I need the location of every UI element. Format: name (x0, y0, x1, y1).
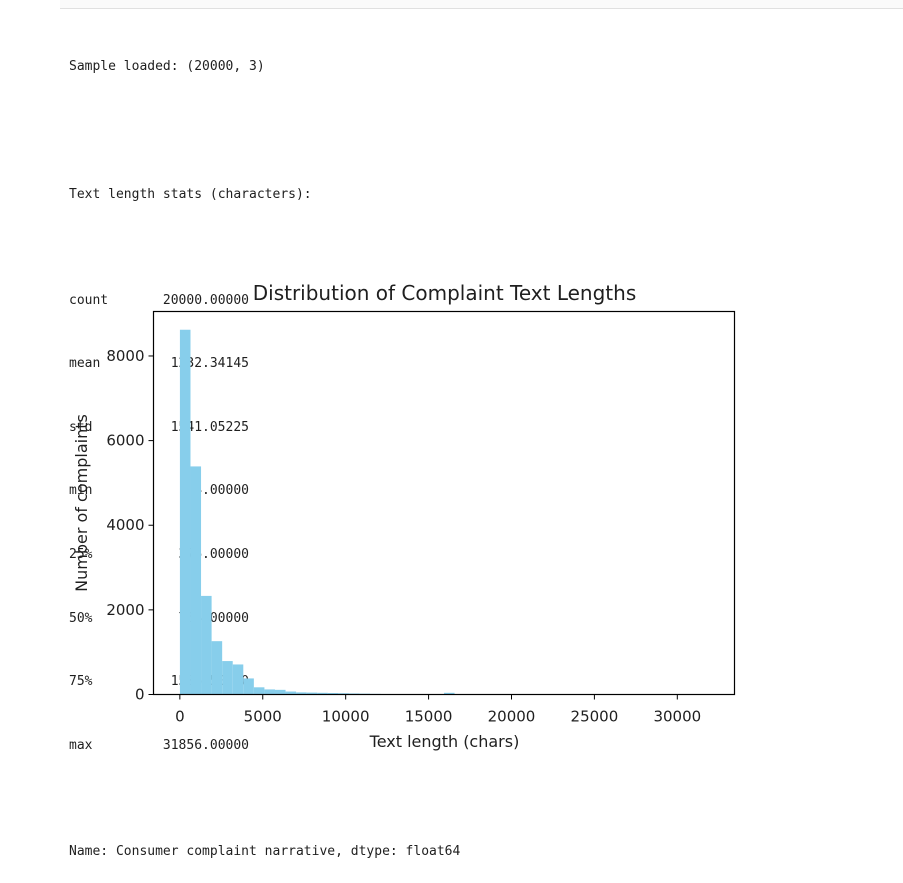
histogram-bar (264, 689, 275, 694)
histogram-bar (233, 664, 244, 694)
histogram-bar (212, 641, 223, 694)
x-tick-label: 5000 (244, 708, 282, 726)
histogram-bar (190, 466, 201, 694)
histogram-bars (180, 330, 708, 695)
histogram-bar (222, 661, 233, 694)
x-tick-label: 15000 (405, 708, 453, 726)
histogram-svg: Distribution of Complaint Text Lengths 0… (0, 270, 903, 773)
y-tick-label: 2000 (106, 601, 144, 619)
y-axis-label: Number of complaints (72, 414, 91, 592)
cell-top-border (60, 0, 903, 9)
blank-line (69, 120, 460, 141)
y-tick-label: 0 (135, 686, 145, 704)
stats-header: Text length stats (characters): (69, 184, 460, 205)
x-tick-label: 10000 (322, 708, 370, 726)
x-axis-label: Text length (chars) (369, 732, 520, 751)
y-tick-label: 6000 (106, 432, 144, 450)
x-axis-ticks: 0 5000 10000 15000 20000 25000 30000 (175, 695, 701, 726)
histogram-bar (180, 330, 191, 695)
histogram-bar (201, 596, 212, 695)
y-tick-label: 4000 (106, 516, 144, 534)
histogram-bar (254, 687, 265, 694)
y-tick-label: 8000 (106, 347, 144, 365)
histogram-bar (243, 678, 254, 694)
y-axis-ticks: 0 2000 4000 6000 8000 (106, 347, 153, 704)
chart-title: Distribution of Complaint Text Lengths (253, 281, 637, 305)
name-dtype-line: Name: Consumer complaint narrative, dtyp… (69, 841, 460, 862)
histogram-chart: Distribution of Complaint Text Lengths 0… (0, 270, 903, 773)
x-tick-label: 30000 (653, 708, 701, 726)
histogram-bar (275, 690, 286, 695)
sample-loaded-line: Sample loaded: (20000, 3) (69, 56, 460, 77)
plot-frame (154, 312, 735, 695)
x-tick-label: 20000 (488, 708, 536, 726)
x-tick-label: 0 (175, 708, 185, 726)
x-tick-label: 25000 (571, 708, 619, 726)
